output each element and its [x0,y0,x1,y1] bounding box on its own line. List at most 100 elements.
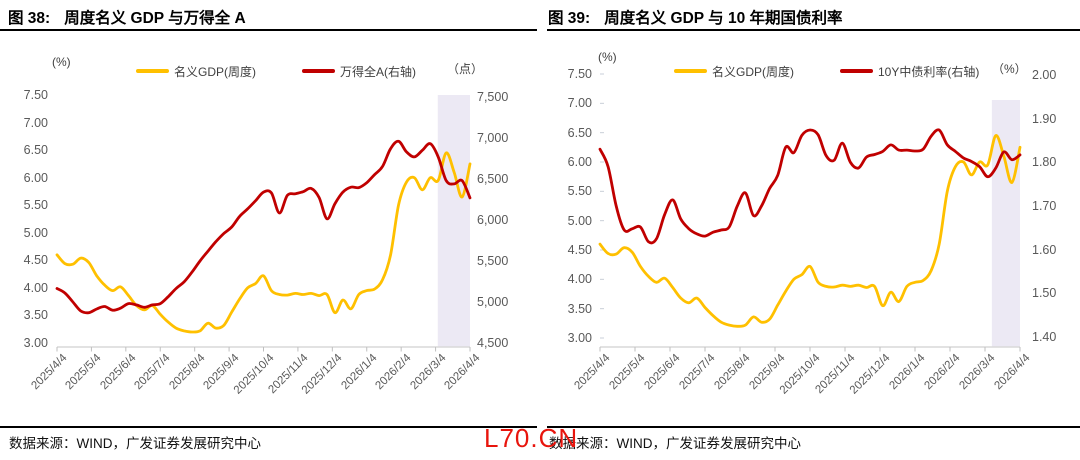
x-axis-tick-label: 2025/6/4 [642,352,683,393]
gdp-line [598,134,1022,328]
right-axis-unit: （点） [447,62,484,76]
left-axis-tick-label: 4.50 [567,242,592,257]
undefined: 4,500 [477,336,509,350]
left-axis-tick-label: 6.00 [23,170,48,185]
plot-area [598,73,1022,352]
undefined: 1.40 [1032,330,1057,345]
legend: 名义GDP(周度) 10Y中债利率(右轴) [674,63,979,79]
x-axis-tick-label: 2025/10/4 [231,352,277,397]
legend-label: 万得全A(右轴) [340,64,416,79]
figure-title: 图 38: 周度名义 GDP 与万得全 A [8,6,246,28]
figure-number: 图 38: [8,10,51,27]
x-axis-tick-label: 2026/4/4 [442,352,483,393]
figure-39: 图 39: 周度名义 GDP 与 10 年期国债利率 (%) （%） 名义GDP(… [540,0,1080,460]
legend-item: 10Y中债利率(右轴) [840,63,979,80]
x-axis-tick-label: 2025/8/4 [167,352,208,393]
left-axis-tick-label: 6.50 [23,143,48,158]
source-divider [0,426,537,428]
left-axis-tick-label: 7.50 [567,67,592,81]
x-axis-tick-label: 2025/4/4 [572,352,613,393]
undefined: 7,000 [477,131,509,145]
left-axis-tick-label: 4.00 [567,272,592,287]
x-axis-tick-label: 2025/8/4 [712,352,753,393]
x-axis-tick-label: 2025/9/4 [747,352,788,393]
forecast-band [991,100,1020,347]
x-axis-tick-label: 2025/4/4 [29,352,70,393]
left-axis-tick-label: 4.50 [23,253,48,268]
left-axis-tick-label: 3.00 [567,330,592,345]
legend-label: 名义GDP(周度) [712,64,794,79]
undefined: 6,000 [477,213,509,227]
x-axis-tick-label: 2026/1/4 [339,352,380,393]
bond-yield-line-swatch [840,69,873,73]
x-axis-tick-label: 2026/2/4 [373,352,414,393]
undefined: 6,500 [477,172,509,186]
x-axis-tick-label: 2025/7/4 [677,352,718,393]
gdp-line-swatch [136,69,169,73]
left-axis-tick-label: 7.50 [23,88,48,102]
source-text: 数据来源：WIND，广发证券发展研究中心 [9,436,261,451]
x-axis-tick-label: 2025/9/4 [201,352,242,393]
undefined: 2.00 [1032,68,1057,82]
legend-item: 名义GDP(周度) [674,63,794,80]
left-axis-unit: (%) [598,50,617,64]
undefined: 5,000 [477,295,509,309]
x-axis-tick-label: 2026/1/4 [887,352,928,393]
x-axis-tick-label: 2025/11/4 [813,352,858,397]
legend-item: 名义GDP(周度) [136,63,256,80]
legend-label: 名义GDP(周度) [174,64,256,79]
undefined: 5,500 [477,254,509,268]
figure-title-text: 周度名义 GDP 与 10 年期国债利率 [604,10,843,27]
gdp-line-swatch [674,69,707,73]
gdp-line [55,151,472,334]
left-axis-tick-label: 3.00 [23,336,48,351]
plot-area [55,95,472,352]
left-axis-tick-label: 3.50 [23,308,48,323]
legend: 名义GDP(周度) 万得全A(右轴) [136,63,416,79]
undefined: 1.80 [1032,155,1057,170]
undefined: 1.90 [1032,111,1057,126]
left-axis-tick-label: 6.00 [567,154,592,169]
x-axis-tick-label: 2025/10/4 [777,352,823,397]
x-axis-tick-label: 2026/3/4 [407,352,449,393]
undefined: 1.60 [1032,242,1057,257]
left-axis-unit: (%) [52,55,71,69]
wind-a-line-swatch [302,69,335,73]
legend-item: 万得全A(右轴) [302,63,416,80]
legend-label: 10Y中债利率(右轴) [878,64,980,79]
title-underline [0,29,537,32]
figure-38: 图 38: 周度名义 GDP 与万得全 A (%) （点） 名义GDP(周度) 万… [0,6,537,451]
x-axis-tick-label: 2026/2/4 [922,352,963,393]
undefined: 7,500 [477,90,509,104]
figure-title-text: 周度名义 GDP 与万得全 A [64,10,246,27]
left-axis-tick-label: 5.50 [567,184,592,199]
figure-number: 图 39: [548,10,591,27]
left-axis-tick-label: 7.00 [23,115,48,130]
wind-a-line [55,139,472,315]
source-divider [547,426,1080,428]
x-axis-tick-label: 2025/7/4 [132,352,173,393]
undefined: 1.50 [1032,286,1057,301]
undefined: 1.70 [1032,199,1057,213]
x-axis-tick-label: 2025/12/4 [847,352,893,397]
source-text: 数据来源：WIND，广发证券发展研究中心 [549,436,801,451]
left-axis-tick-label: 6.50 [567,125,592,140]
x-axis-tick-label: 2025/12/4 [300,352,345,397]
right-axis-unit: （%） [992,62,1027,76]
forecast-band [437,95,470,347]
x-axis-tick-label: 2025/5/4 [607,352,648,393]
x-axis-tick-label: 2026/3/4 [957,352,998,393]
x-axis-tick-label: 2025/6/4 [98,352,139,393]
left-axis-tick-label: 3.50 [567,301,592,316]
left-axis-tick-label: 5.00 [567,213,592,228]
x-axis-tick-label: 2025/11/4 [266,352,311,397]
left-axis-tick-label: 7.00 [567,96,592,111]
left-axis-tick-label: 5.50 [23,198,48,213]
left-axis-tick-label: 5.00 [23,225,48,240]
bond-yield-line [598,128,1022,245]
x-axis-tick-label: 2026/4/4 [992,352,1033,393]
figure-title: 图 39: 周度名义 GDP 与 10 年期国债利率 [548,6,843,28]
left-axis-tick-label: 4.00 [23,280,48,295]
title-underline [547,29,1080,32]
